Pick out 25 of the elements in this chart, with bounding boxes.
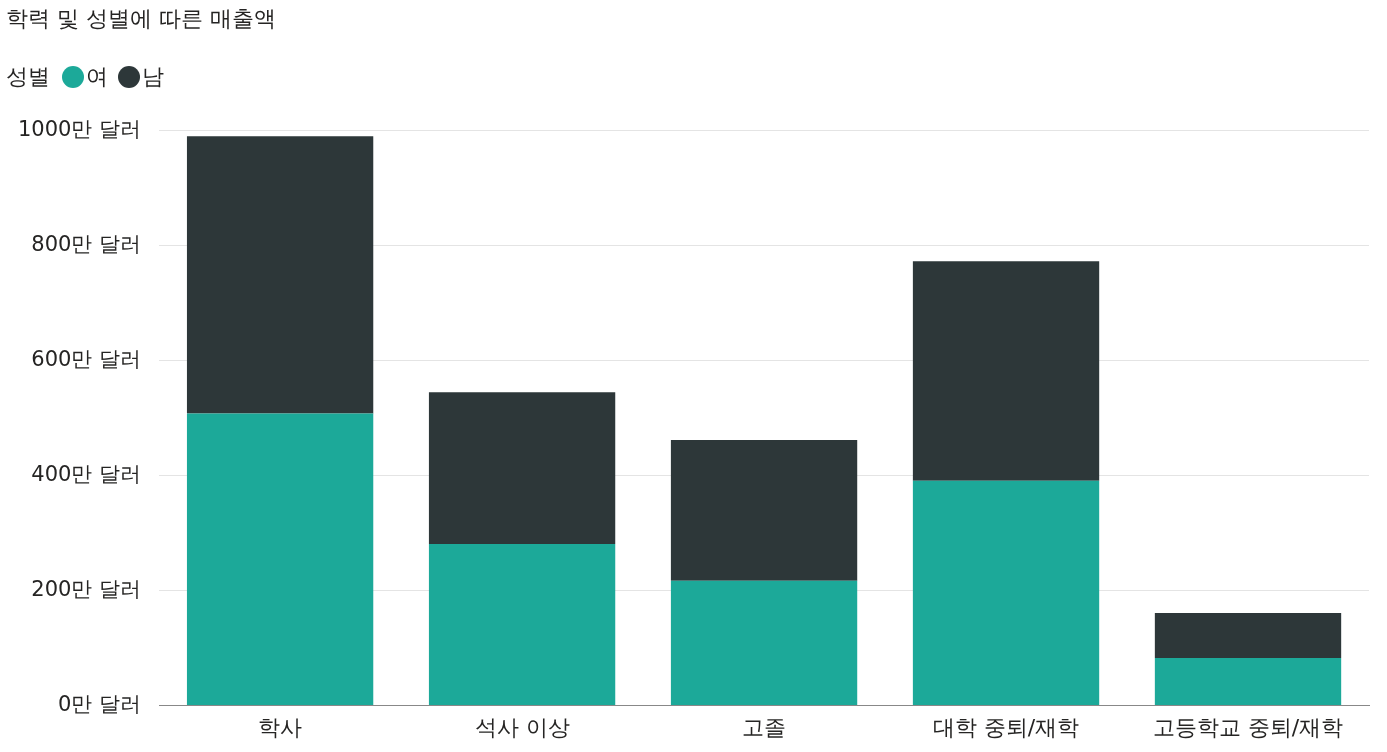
x-tick-label: 학사 [258, 714, 303, 740]
bar [186, 413, 374, 706]
bar [670, 439, 858, 581]
y-tick-label: 800만 달러 [31, 232, 142, 257]
legend-label: 여 [86, 63, 108, 91]
y-tick-label: 600만 달러 [31, 347, 142, 372]
legend-title: 성별 [6, 63, 50, 91]
legend-label: 남 [142, 63, 164, 91]
bar [1154, 657, 1342, 706]
x-tick-label: 석사 이상 [474, 714, 570, 740]
bar [670, 580, 858, 706]
bar [1154, 613, 1342, 658]
chart-title: 학력 및 성별에 따른 매출액 [6, 5, 276, 33]
y-tick-label: 0만 달러 [58, 692, 142, 717]
bar [428, 544, 616, 706]
y-tick-label: 200만 달러 [31, 577, 142, 602]
x-tick-label: 대학 중퇴/재학 [932, 714, 1080, 740]
y-tick-label: 1000만 달러 [17, 117, 142, 142]
x-tick-label: 고졸 [742, 714, 787, 740]
bar [912, 480, 1100, 706]
bar [912, 261, 1100, 481]
y-tick-label: 400만 달러 [31, 462, 142, 487]
bar [186, 136, 374, 414]
bar [428, 392, 616, 545]
x-tick-label: 고등학교 중퇴/재학 [1152, 714, 1344, 740]
